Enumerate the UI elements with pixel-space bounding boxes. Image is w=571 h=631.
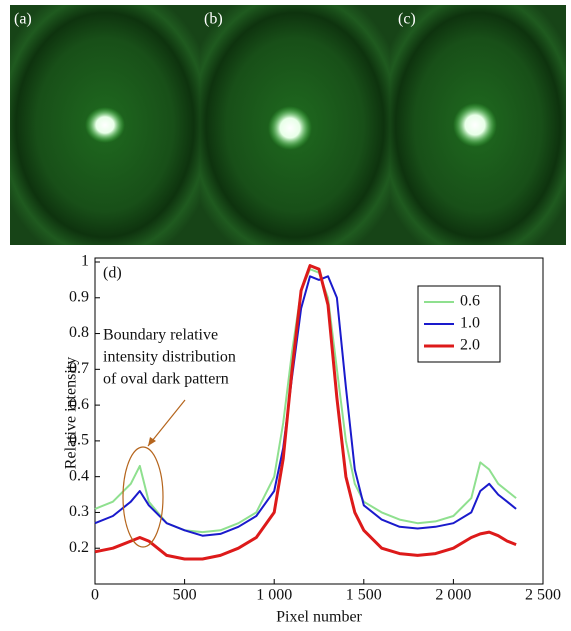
photo-c: (c) (390, 5, 566, 245)
x-tick-label: 1 000 (256, 587, 292, 604)
line-chart: 0.2 0.3 0.4 0.5 0.6 0.7 0.8 0.9 1 0 500 1 000 1 500 2… (63, 253, 561, 626)
y-tick-label: 0.9 (69, 288, 89, 305)
y-tick-label: 0.8 (69, 324, 89, 341)
annotation-arrow (147, 399, 186, 447)
y-tick-label: 0.7 (69, 360, 89, 377)
annotation-ellipse (122, 446, 164, 548)
x-tick-label: 500 (173, 587, 197, 604)
annotation: Boundary relative (103, 327, 218, 344)
data-line (94, 264, 517, 561)
x-tick-label: 2 000 (435, 587, 471, 604)
data-line (94, 275, 517, 537)
legend-label: 0.6 (460, 293, 480, 310)
legend-label: 1.0 (460, 315, 480, 332)
x-tick-label: 1 500 (346, 587, 382, 604)
photo-a: (a) (10, 5, 200, 245)
y-tick-label: 0.2 (69, 539, 89, 556)
annotation: of oval dark pattern (103, 371, 229, 388)
panel-label: (b) (204, 11, 223, 28)
legend-label: 2.0 (460, 337, 480, 354)
y-tick-label: 0.6 (69, 396, 89, 413)
x-tick-label: 2 500 (525, 587, 561, 604)
y-tick-label: 0.5 (69, 432, 89, 449)
panel-label: (c) (398, 11, 416, 28)
y-tick-label: 1 (81, 253, 89, 270)
arrow-head (148, 437, 156, 446)
photo-b: (b) (200, 5, 390, 245)
y-tick-label: 0.4 (69, 467, 89, 484)
plot-frame (94, 257, 544, 585)
x-axis-label: Pixel number (276, 609, 362, 626)
annotation: intensity distribution (103, 349, 236, 366)
y-axis-label: Relative intensity (63, 357, 80, 469)
panel-label: (d) (103, 265, 122, 282)
x-tick-label: 0 (91, 587, 99, 604)
y-tick-label: 0.3 (69, 503, 89, 520)
panel-label: (a) (14, 11, 32, 28)
